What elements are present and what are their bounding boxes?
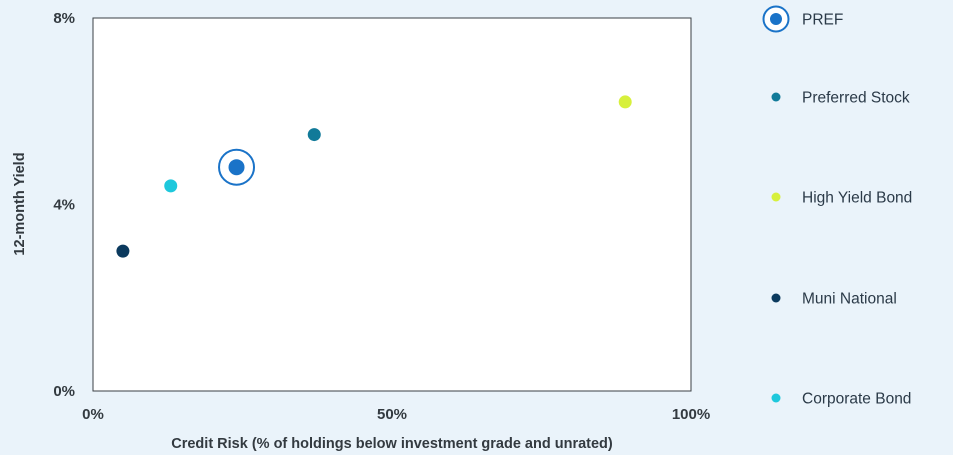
point-high-yield-bond xyxy=(618,95,632,109)
legend-marker xyxy=(771,192,781,202)
x-axis-ticks: 0% 50% 100% xyxy=(82,406,710,423)
y-axis-title: 12-month Yield xyxy=(12,152,28,255)
legend-item: PREF xyxy=(762,5,843,33)
legend-marker xyxy=(771,92,781,102)
y-tick-label: 8% xyxy=(53,10,75,27)
x-axis-title: Credit Risk (% of holdings below investm… xyxy=(171,436,613,452)
legend-item: Preferred Stock xyxy=(771,90,910,107)
legend-label: PREF xyxy=(802,12,843,29)
y-tick-label: 4% xyxy=(53,197,75,214)
legend-item: Corporate Bond xyxy=(771,391,911,408)
y-axis-ticks: 0% 4% 8% xyxy=(53,10,75,400)
legend-marker xyxy=(771,393,781,403)
plot-area xyxy=(92,17,692,392)
legend-marker xyxy=(770,13,782,25)
point-dot xyxy=(228,159,245,176)
y-tick-label: 0% xyxy=(53,383,75,400)
point-preferred-stock xyxy=(307,128,321,142)
legend-item: Muni National xyxy=(771,291,897,308)
legend-label: Preferred Stock xyxy=(802,90,910,107)
legend-label: High Yield Bond xyxy=(802,190,912,207)
point-pref xyxy=(218,148,256,186)
point-muni-national xyxy=(116,244,130,258)
x-tick-label: 0% xyxy=(82,406,104,423)
data-points xyxy=(116,95,632,258)
x-tick-label: 100% xyxy=(672,406,710,423)
legend-marker xyxy=(771,293,781,303)
x-tick-label: 50% xyxy=(377,406,407,423)
legend-label: Corporate Bond xyxy=(802,391,911,408)
legend-item: High Yield Bond xyxy=(771,190,912,207)
legend: PREF Preferred Stock High Yield Bond Muni N… xyxy=(762,5,912,408)
legend-label: Muni National xyxy=(802,291,897,308)
point-corporate-bond xyxy=(164,179,178,193)
